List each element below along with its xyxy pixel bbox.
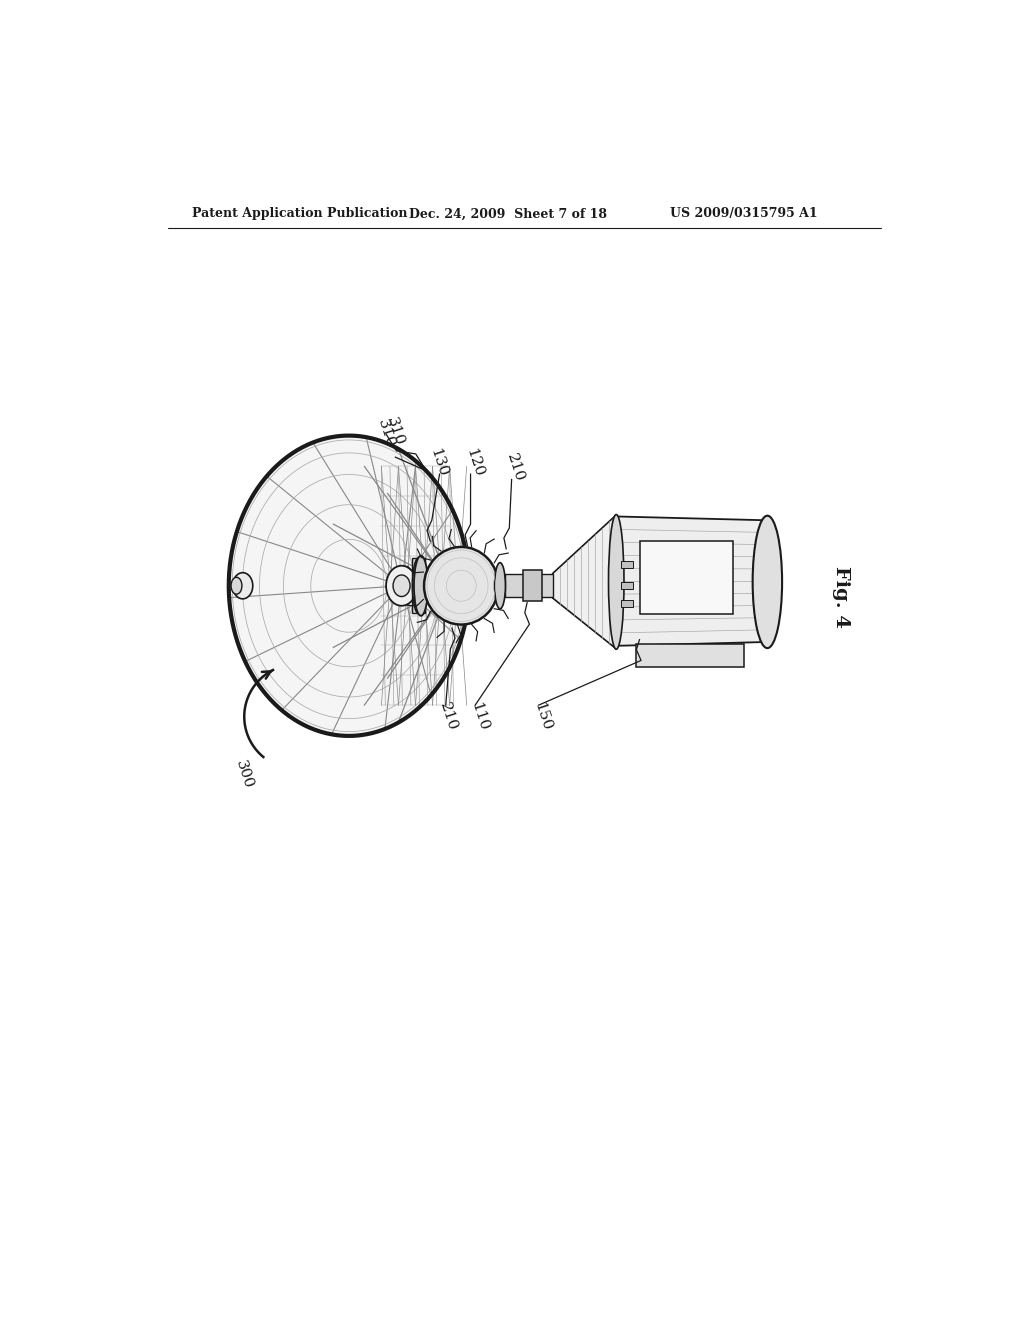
Text: 120: 120 <box>463 446 485 479</box>
Ellipse shape <box>424 546 499 624</box>
Bar <box>413 558 425 614</box>
Ellipse shape <box>753 516 782 648</box>
Bar <box>621 561 633 568</box>
Text: 150: 150 <box>531 701 554 733</box>
Ellipse shape <box>232 573 253 599</box>
Bar <box>640 541 732 614</box>
Text: US 2009/0315795 A1: US 2009/0315795 A1 <box>671 207 818 220</box>
Ellipse shape <box>393 576 410 597</box>
Text: 110: 110 <box>468 701 490 733</box>
Text: 210: 210 <box>505 451 526 484</box>
Ellipse shape <box>413 558 425 614</box>
Text: 130: 130 <box>427 446 450 479</box>
Text: Patent Application Publication: Patent Application Publication <box>193 207 408 220</box>
Text: Fig. 4: Fig. 4 <box>831 566 850 628</box>
Text: 300: 300 <box>233 759 255 791</box>
Polygon shape <box>553 515 616 649</box>
Bar <box>621 599 633 607</box>
Bar <box>506 574 553 597</box>
Ellipse shape <box>495 562 506 609</box>
Ellipse shape <box>386 566 417 606</box>
Text: 310: 310 <box>375 418 397 450</box>
Polygon shape <box>616 516 767 645</box>
Text: Dec. 24, 2009  Sheet 7 of 18: Dec. 24, 2009 Sheet 7 of 18 <box>410 207 607 220</box>
Bar <box>523 570 542 601</box>
Ellipse shape <box>608 515 624 649</box>
Ellipse shape <box>414 556 428 615</box>
Text: 210: 210 <box>437 701 459 733</box>
Text: 310: 310 <box>384 416 407 447</box>
Ellipse shape <box>231 577 242 594</box>
Bar <box>621 582 633 589</box>
Bar <box>636 644 744 668</box>
Ellipse shape <box>228 436 469 737</box>
